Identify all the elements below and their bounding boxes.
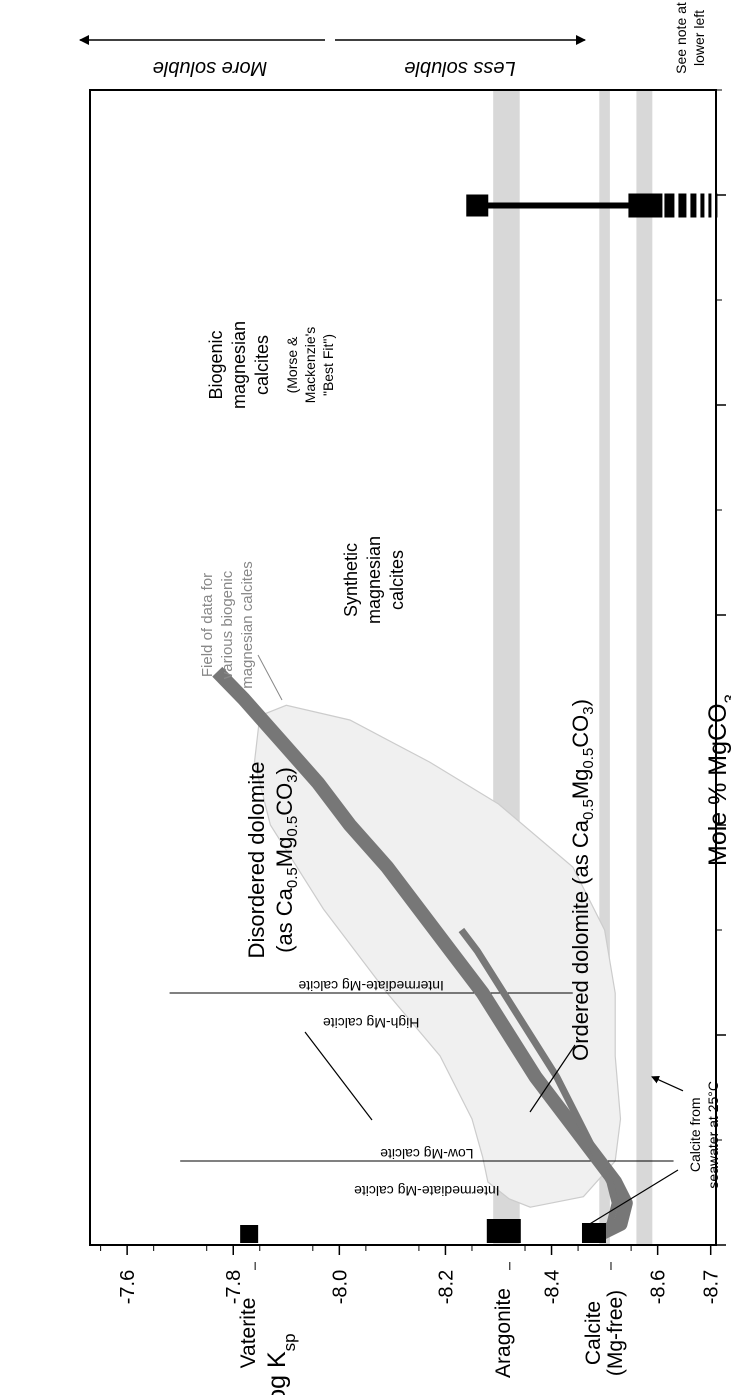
ordered-dolomite-label: Ordered dolomite (as Ca0.5Mg0.5CO3) bbox=[568, 699, 597, 1061]
dolomite-dash-3 bbox=[700, 193, 705, 218]
seawater-label-0: Calcite from bbox=[687, 1097, 703, 1172]
ordered-leader bbox=[529, 1044, 576, 1113]
point-vaterite bbox=[240, 1225, 259, 1243]
y-tick-label-3: -8.2 bbox=[435, 1270, 457, 1304]
dolomite-dash-2 bbox=[690, 193, 697, 218]
note-label-1: lower left bbox=[691, 10, 707, 66]
formula-part: ) bbox=[568, 699, 593, 706]
synthetic-label-0: Synthetic bbox=[341, 543, 361, 617]
disordered-dolomite-label: Disordered dolomite bbox=[244, 762, 269, 959]
band-1 bbox=[599, 90, 610, 1245]
formula-part: (as Ca bbox=[272, 887, 297, 953]
formula-part: Mg bbox=[272, 837, 297, 868]
field-label-0: Field of data for bbox=[199, 573, 216, 677]
synthetic-label-1: magnesian bbox=[364, 536, 384, 624]
y-tick-label-6: -8.7 bbox=[701, 1270, 723, 1304]
formula-part: Mg bbox=[568, 769, 593, 800]
biogenic-note-1: Mackenzie's bbox=[302, 327, 318, 404]
y-tick-label-4: -8.4 bbox=[542, 1270, 564, 1304]
note-label-0: See note at bbox=[673, 2, 689, 74]
ordered-dolomite-marker bbox=[628, 193, 663, 218]
y-tick-label-1: -7.8 bbox=[223, 1270, 245, 1304]
annotations: Vaterite Aragonite Calcite (Mg-free) Field o… bbox=[79, 2, 721, 1378]
dolomite-range bbox=[466, 193, 718, 218]
formula-part: 3 bbox=[580, 706, 597, 714]
mineral-points bbox=[240, 1219, 606, 1243]
biogenic-label-1: magnesian bbox=[229, 321, 249, 409]
label-vaterite: Vaterite bbox=[237, 1298, 260, 1369]
formula-part: Ordered dolomite (as Ca bbox=[568, 819, 593, 1061]
series-0 bbox=[212, 666, 633, 1241]
label-calcite: Calcite bbox=[582, 1301, 605, 1365]
y-tick-label-5: -8.6 bbox=[648, 1270, 670, 1304]
formula-part: 0.5 bbox=[284, 867, 301, 888]
range-label-left-0: Low-Mg calcite bbox=[380, 1146, 474, 1162]
range-label-left-1: Intermediate-Mg calcite bbox=[298, 978, 444, 994]
dolomite-dash-0 bbox=[664, 193, 675, 218]
y-axis-label: Log Ksp bbox=[263, 1333, 299, 1395]
formula-part: 0.5 bbox=[580, 799, 597, 820]
less-soluble-label: Less soluble bbox=[404, 57, 515, 79]
point-aragonite bbox=[486, 1219, 521, 1243]
biogenic-label-2: calcites bbox=[252, 335, 272, 395]
biogenic-note-0: (Morse & bbox=[284, 336, 300, 393]
seawater-label-1: seawater at 25°C bbox=[705, 1081, 721, 1189]
synthetic-label-2: calcites bbox=[387, 550, 407, 610]
x-axis-label: Mole % MgCO3 bbox=[704, 694, 731, 866]
series-1 bbox=[458, 927, 619, 1237]
more-soluble-label: More soluble bbox=[153, 57, 268, 79]
formula-part: CO bbox=[272, 783, 297, 816]
disordered-leader bbox=[304, 1031, 373, 1121]
label-aragonite: Aragonite bbox=[492, 1288, 515, 1378]
label-calcite-sub: (Mg-free) bbox=[604, 1290, 627, 1376]
formula-part: 0.5 bbox=[580, 748, 597, 769]
range-label-right-1: High-Mg calcite bbox=[323, 1015, 420, 1031]
dolomite-dash-1 bbox=[678, 193, 687, 218]
band-2 bbox=[636, 90, 653, 1245]
field-leader bbox=[257, 654, 283, 701]
field-label-1: various biogenic bbox=[219, 570, 236, 679]
disordered-dolomite-marker bbox=[466, 194, 489, 217]
dolomite-dash-4 bbox=[708, 193, 712, 218]
formula-part: 3 bbox=[284, 774, 301, 782]
series-curves bbox=[212, 666, 633, 1241]
field-label-2: magnesian calcites bbox=[239, 561, 256, 689]
plot-frame bbox=[89, 89, 717, 1246]
y-tick-label-2: -8.0 bbox=[329, 1270, 351, 1304]
formula-part: 0.5 bbox=[284, 816, 301, 837]
range-label-right-0: Intermediate-Mg calcite bbox=[354, 1183, 500, 1199]
biogenic-note-2: "Best Fit") bbox=[320, 334, 336, 396]
note-leader bbox=[587, 1169, 679, 1226]
disordered-dolomite-formula: (as Ca0.5Mg0.5CO3) bbox=[272, 767, 301, 953]
axis-ticks: 01020304050-7.6-7.8-8.0-8.2-8.4-8.6-8.7 bbox=[100, 89, 731, 1304]
y-tick-label-0: -7.6 bbox=[117, 1270, 139, 1304]
formula-part: ) bbox=[272, 767, 297, 774]
point-calcite bbox=[581, 1223, 606, 1243]
formula-part: CO bbox=[568, 715, 593, 748]
seawater-arrow bbox=[651, 1076, 684, 1092]
biogenic-label-0: Biogenic bbox=[206, 330, 226, 399]
